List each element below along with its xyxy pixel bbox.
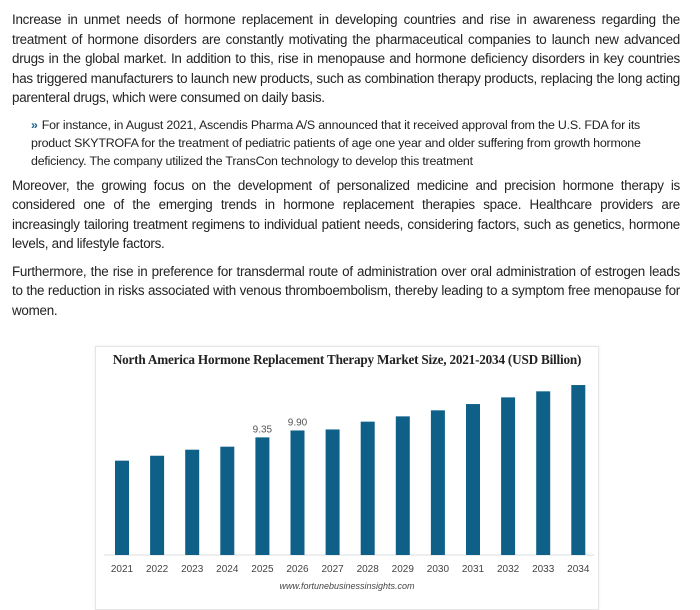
x-tick-label: 2028 xyxy=(357,564,380,575)
bar-2030 xyxy=(430,410,445,555)
bar-2028 xyxy=(360,421,375,555)
x-tick-label: 2031 xyxy=(462,564,485,575)
x-tick-label: 2026 xyxy=(286,564,309,575)
x-tick-label: 2021 xyxy=(111,564,134,575)
chart-card: North America Hormone Replacement Therap… xyxy=(95,346,599,610)
bar-2021 xyxy=(115,460,129,555)
x-tick-label: 2034 xyxy=(567,564,590,575)
x-tick-label: 2033 xyxy=(532,564,555,575)
paragraph-intro: Increase in unmet needs of hormone repla… xyxy=(12,12,680,105)
paragraph-trends: Moreover, the growing focus on the devel… xyxy=(12,177,680,252)
bar-2032 xyxy=(501,397,516,555)
x-tick-label: 2030 xyxy=(427,564,450,575)
double-chevron-right-icon: » xyxy=(31,117,38,132)
x-tick-label: 2029 xyxy=(392,564,415,575)
bar-2033 xyxy=(536,391,551,555)
bar-2022 xyxy=(150,455,165,555)
x-tick-label: 2027 xyxy=(321,564,344,575)
x-tick-label: 2022 xyxy=(146,564,169,575)
bar-2027 xyxy=(325,429,340,555)
x-tick-label: 2024 xyxy=(216,564,239,575)
bar-2026 xyxy=(290,430,305,555)
chart-title: North America Hormone Replacement Therap… xyxy=(112,352,582,367)
bar-2031 xyxy=(466,404,480,555)
data-label-2025: 9.35 xyxy=(253,424,273,435)
bullet-text: For instance, in August 2021, Ascendis P… xyxy=(31,117,641,168)
data-label-2026: 9.90 xyxy=(288,417,308,428)
x-tick-label: 2023 xyxy=(181,564,204,575)
bar-2025 xyxy=(255,437,270,555)
x-tick-label: 2032 xyxy=(497,564,520,575)
source-credit: www.fortunebusinessinsights.com xyxy=(279,581,415,591)
paragraph-transdermal: Furthermore, the rise in preference for … xyxy=(12,263,680,318)
bar-chart: 2021 2022 2023 2024 2025 9.35 2026 9.90 2027 2028… xyxy=(104,385,594,575)
bar-2024 xyxy=(220,446,235,555)
bar-2023 xyxy=(185,449,200,555)
bar-2034 xyxy=(571,385,586,555)
bar-2029 xyxy=(395,416,410,555)
x-tick-label: 2025 xyxy=(251,564,274,575)
bullet-example: » For instance, in August 2021, Ascendis … xyxy=(31,116,680,170)
